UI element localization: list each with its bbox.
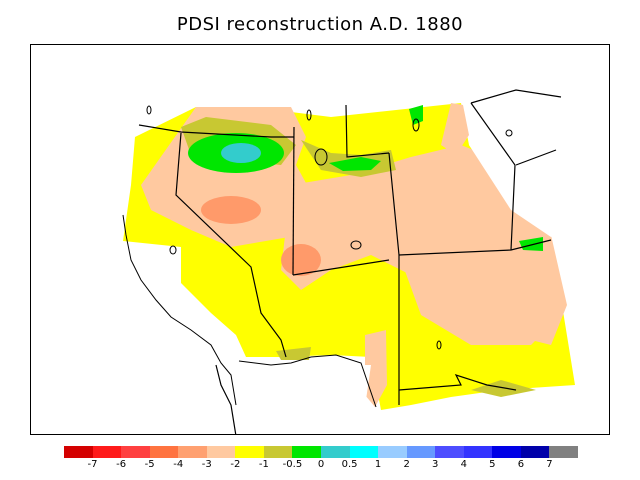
colorbar-tick-label: -4 [173, 459, 184, 470]
no-data-northeast [469, 85, 609, 237]
colorbar-tick-label: -7 [87, 459, 98, 470]
region-wet-d [519, 237, 543, 251]
colorbar-swatch [435, 446, 465, 458]
colorbar-swatch [235, 446, 265, 458]
colorbar-swatch [520, 446, 550, 458]
region-wet-c [409, 105, 423, 125]
colorbar [64, 446, 579, 458]
region-very-wet [221, 143, 261, 163]
colorbar-swatch [406, 446, 436, 458]
map-title: PDSI reconstruction A.D. 1880 [176, 14, 464, 35]
colorbar-swatch [549, 446, 579, 458]
colorbar-tick-label: 0 [317, 459, 325, 470]
colorbar-swatch [378, 446, 408, 458]
colorbar-swatch [321, 446, 351, 458]
region-dry-northeast [441, 103, 469, 155]
colorbar-tick-label: 2 [403, 459, 410, 470]
colorbar-swatch [64, 446, 94, 458]
coastline [122, 214, 377, 408]
colorbar-swatch [492, 446, 522, 458]
state-boundaries [138, 89, 562, 434]
colorbar-swatch [349, 446, 379, 458]
pdsi-map-svg [31, 45, 609, 434]
region-very-dry-b [281, 244, 321, 276]
region-slightly-dry-b [471, 380, 536, 397]
colorbar-swatch [149, 446, 179, 458]
region-slightly-dry-c [276, 347, 311, 360]
colorbar-tick-label: 5 [489, 459, 496, 470]
colorbar-tick-label: 6 [517, 459, 525, 470]
pdsi-map [30, 44, 610, 435]
region-dry-east [401, 255, 551, 345]
colorbar-swatch [92, 446, 122, 458]
colorbar-swatch [121, 446, 151, 458]
colorbar-tick-label: -6 [116, 459, 127, 470]
colorbar-tick-label: -5 [144, 459, 155, 470]
colorbar-swatch [178, 446, 208, 458]
colorbar-tick-label: -1 [258, 459, 269, 470]
colorbar-swatch [206, 446, 236, 458]
region-dry-south [365, 330, 387, 407]
colorbar-swatch [263, 446, 293, 458]
colorbar-swatch [463, 446, 493, 458]
colorbar-tick-label: 7 [546, 459, 553, 470]
lakes [146, 105, 513, 350]
colorbar-tick-label: -0.5 [282, 459, 303, 470]
colorbar-tick-label: 1 [374, 459, 382, 470]
colorbar-tick-label: -2 [230, 459, 241, 470]
colorbar-tick-label: 3 [432, 459, 439, 470]
no-data-pacific [31, 45, 231, 434]
region-wet-b [329, 157, 381, 171]
region-very-dry-a [201, 196, 261, 224]
colorbar-tick-label: 4 [460, 459, 467, 470]
colorbar-swatch [292, 446, 322, 458]
colorbar-tick-label: 0.5 [341, 459, 358, 470]
no-data-south [221, 365, 371, 434]
colorbar-tick-label: -3 [201, 459, 212, 470]
